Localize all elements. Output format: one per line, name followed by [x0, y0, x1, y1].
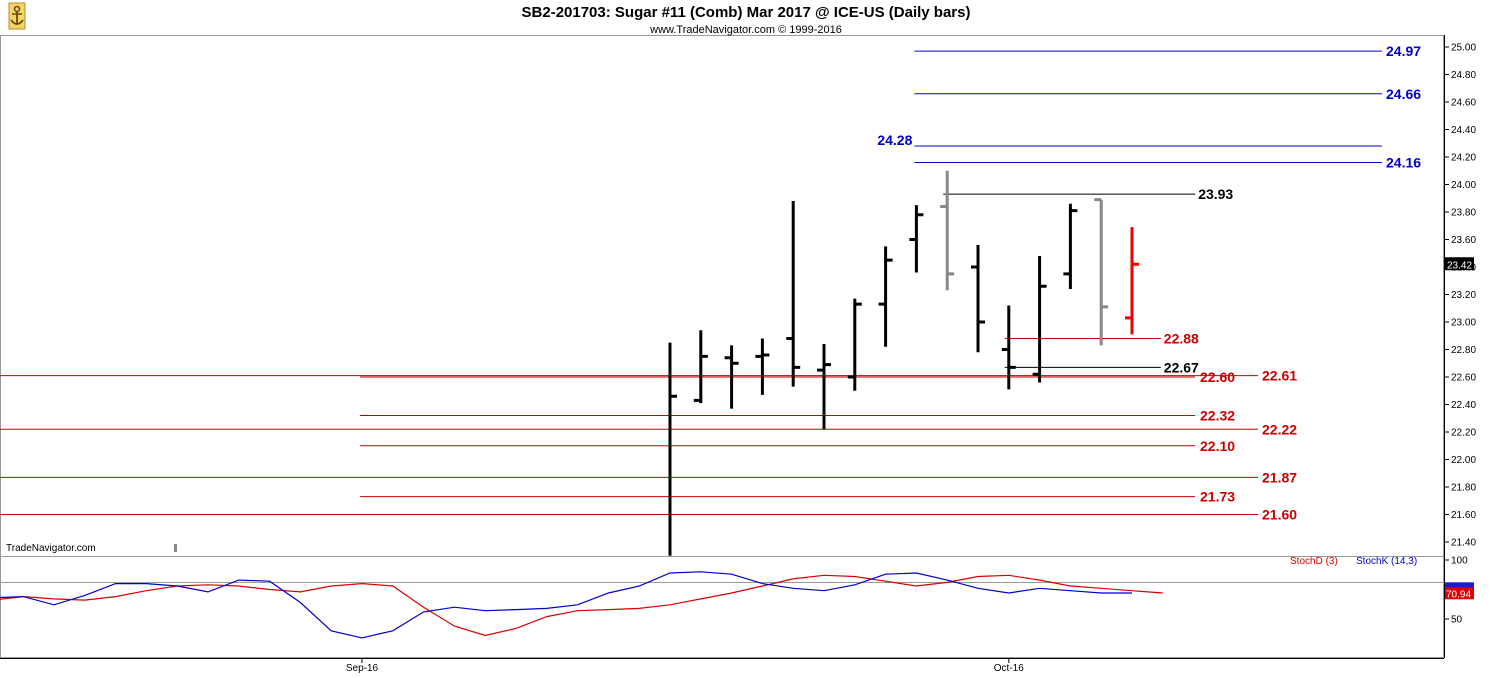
y-tick-label: 24.60 — [1451, 98, 1476, 109]
y-tick-label: 22.80 — [1451, 345, 1476, 356]
x-tick-label: Sep-16 — [346, 663, 379, 674]
anchor-icon — [8, 2, 26, 30]
level-label: 22.61 — [1262, 368, 1297, 384]
y-tick-label: 22.00 — [1451, 455, 1476, 466]
level-label: 22.88 — [1164, 331, 1199, 347]
stoch-line — [0, 574, 1163, 637]
last-price-label: 23.42 — [1447, 260, 1472, 271]
y-tick-label: 22.20 — [1451, 428, 1476, 439]
y-tick-label: 21.60 — [1451, 510, 1476, 521]
y-tick-label: 21.80 — [1451, 483, 1476, 494]
level-label: 22.67 — [1164, 359, 1199, 375]
level-label: 22.22 — [1262, 421, 1297, 437]
chart-title: SB2-201703: Sugar #11 (Comb) Mar 2017 @ … — [522, 4, 971, 21]
y-tick-label: 22.60 — [1451, 373, 1476, 384]
level-label: 23.93 — [1198, 186, 1233, 202]
stoch-legend: StochD (3) — [1290, 556, 1338, 567]
level-label: 22.60 — [1200, 369, 1235, 385]
level-label: 21.60 — [1262, 507, 1297, 523]
price-layer: 24.97 24.66 24.28 24.16 23.93 22.88 22.67 22.61… — [0, 43, 1421, 556]
stoch-line — [0, 571, 1132, 639]
stoch-y-tick-label: 100 — [1451, 556, 1468, 567]
level-label: 24.28 — [877, 132, 912, 148]
stoch-layer: StochD (3) StochK (14,3) — [0, 556, 1417, 639]
level-label: 22.10 — [1200, 438, 1235, 454]
y-tick-label: 24.80 — [1451, 70, 1476, 81]
chart-subtitle: www.TradeNavigator.com © 1999-2016 — [649, 24, 842, 36]
stoch-legend: StochK (14,3) — [1356, 556, 1417, 567]
scroll-marker[interactable] — [174, 544, 177, 552]
x-tick-label: Oct-16 — [994, 663, 1024, 674]
level-label: 21.87 — [1262, 469, 1297, 485]
level-label: 21.73 — [1200, 489, 1235, 505]
last-price-badge — [1445, 257, 1474, 271]
stoch-panel-border — [0, 556, 1444, 658]
y-tick-label: 23.00 — [1451, 318, 1476, 329]
stoch-last-label: 70.94 — [1446, 589, 1471, 600]
level-label: 24.97 — [1386, 43, 1421, 59]
stoch-y-tick-label: 50 — [1451, 615, 1463, 626]
y-tick-label: 23.80 — [1451, 208, 1476, 219]
watermark-text: TradeNavigator.com — [6, 543, 96, 554]
y-tick-label: 23.20 — [1451, 290, 1476, 301]
y-tick-label: 21.40 — [1451, 538, 1476, 549]
level-label: 24.16 — [1386, 155, 1421, 171]
y-tick-label: 22.40 — [1451, 400, 1476, 411]
y-tick-label: 24.20 — [1451, 153, 1476, 164]
stochK-badge — [1445, 582, 1474, 591]
stochD-badge — [1445, 587, 1474, 600]
y-tick-label: 23.60 — [1451, 235, 1476, 246]
axis-layer: 25.00 24.80 24.60 24.40 24.20 24.00 23.80 23.60… — [346, 43, 1477, 675]
y-tick-label: 25.00 — [1451, 43, 1476, 54]
y-tick-label: 24.00 — [1451, 180, 1476, 191]
level-label: 22.32 — [1200, 408, 1235, 424]
level-label: 24.66 — [1386, 86, 1421, 102]
y-tick-label: 24.40 — [1451, 125, 1476, 136]
main-panel-border — [0, 35, 1444, 557]
